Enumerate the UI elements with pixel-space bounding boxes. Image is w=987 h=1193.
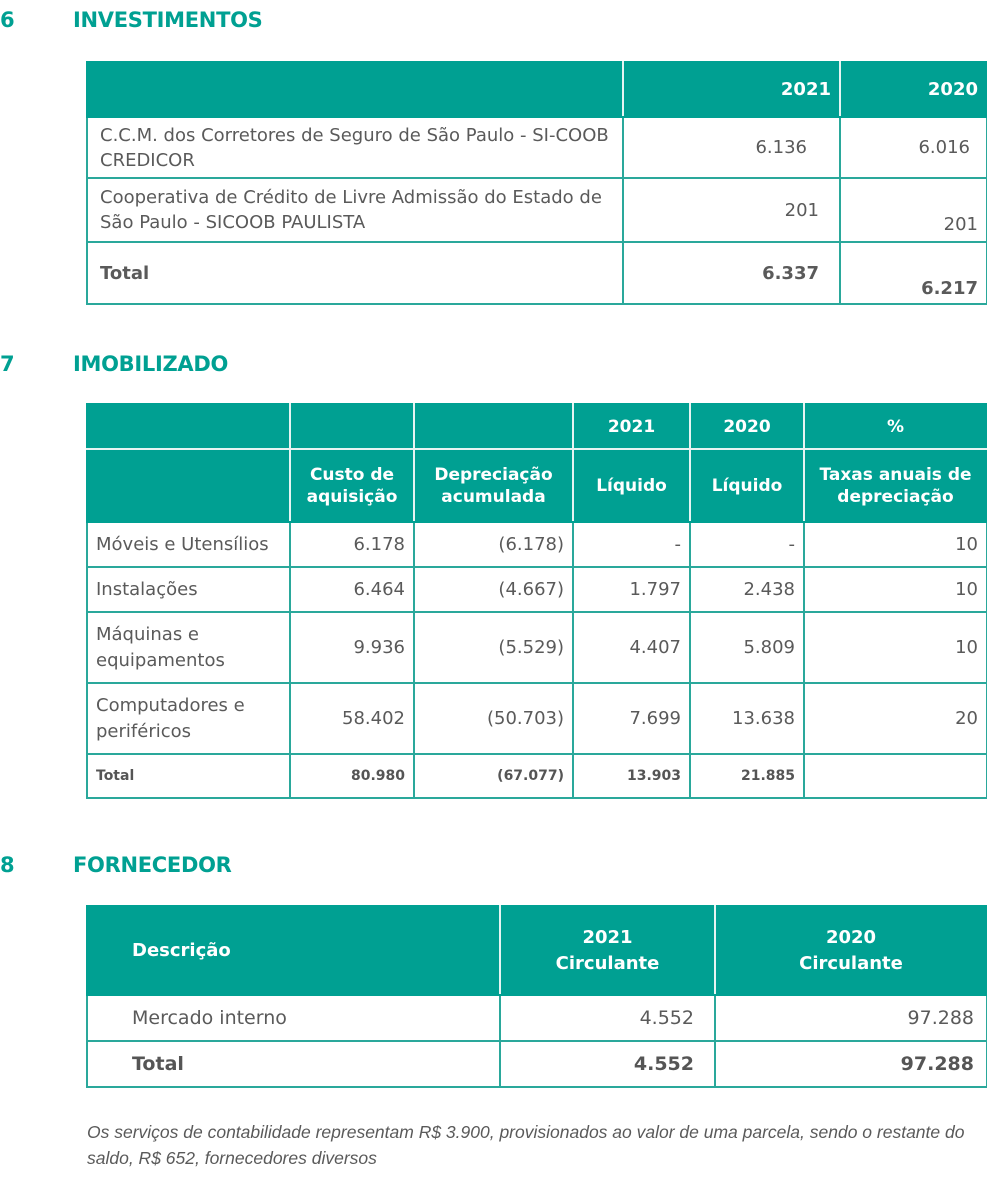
header-cell-2020: 2020 [689, 403, 805, 450]
taxa-value: 20 [803, 682, 987, 755]
custo-value: 58.402 [289, 682, 415, 755]
taxa-value: 10 [803, 566, 987, 613]
table-row: Instalações 6.464 (4.667) 1.797 2.438 10 [86, 566, 987, 613]
table-row: Mercado interno 4.552 97.288 [86, 994, 987, 1042]
imobilizado-table: 2021 2020 % Custo de aquisição Depreciaç… [86, 403, 987, 799]
year-label: 2021 [582, 926, 633, 948]
header-cell-percent: % [803, 403, 987, 450]
taxa-value: 10 [803, 521, 987, 568]
header-cell-2021: 2021 [572, 403, 691, 450]
custo-value: 9.936 [289, 611, 415, 684]
header-cell-2021: 2021 [622, 61, 841, 118]
section-number: 7 [0, 352, 15, 376]
custo-value: 6.178 [289, 521, 415, 568]
depreciacao-value: (6.178) [413, 521, 574, 568]
total-taxa [803, 753, 987, 799]
year-label: 2020 [825, 926, 877, 948]
row-label: C.C.M. dos Corretores de Seguro de São P… [86, 116, 624, 179]
row-label: Cooperativa de Crédito de Livre Admissão… [86, 177, 624, 243]
total-2020: 97.288 [714, 1040, 987, 1088]
row-label: Móveis e Utensílios [86, 521, 291, 568]
header-cell-2020: 2020 [839, 61, 987, 118]
table-row: Máquinas e equipamentos 9.936 (5.529) 4.… [86, 611, 987, 684]
total-row: Total 4.552 97.288 [86, 1040, 987, 1088]
total-label: Total [86, 1040, 501, 1088]
header-cell-custo: Custo de aquisição [289, 448, 415, 523]
taxa-value: 10 [803, 611, 987, 684]
row-label: Mercado interno [86, 994, 501, 1042]
section-title: IMOBILIZADO [73, 352, 229, 376]
circulante-label: Circulante [799, 952, 903, 974]
header-cell [86, 61, 624, 118]
header-cell [413, 403, 574, 450]
section-title: FORNECEDOR [73, 853, 232, 877]
liquido-2021-value: 7.699 [572, 682, 691, 755]
table-header-row: 2021 2020 % [86, 403, 987, 450]
header-cell [86, 403, 291, 450]
custo-value: 6.464 [289, 566, 415, 613]
table-row: C.C.M. dos Corretores de Seguro de São P… [86, 116, 987, 179]
total-2021: 6.337 [622, 241, 841, 305]
value-2020: 201 [839, 177, 987, 243]
liquido-2020-value: 2.438 [689, 566, 805, 613]
total-depreciacao: (67.077) [413, 753, 574, 799]
liquido-2020-value: 13.638 [689, 682, 805, 755]
value-2021: 4.552 [499, 994, 716, 1042]
total-row: Total 80.980 (67.077) 13.903 21.885 [86, 753, 987, 799]
fornecedor-table: Descrição 2021 Circulante 2020 Circulant… [86, 905, 987, 1088]
depreciacao-value: (4.667) [413, 566, 574, 613]
total-custo: 80.980 [289, 753, 415, 799]
value-2021: 6.136 [622, 116, 841, 179]
table-subheader-row: Custo de aquisição Depreciação acumulada… [86, 448, 987, 523]
header-cell [289, 403, 415, 450]
row-label: Máquinas e equipamentos [86, 611, 291, 684]
total-2021: 4.552 [499, 1040, 716, 1088]
total-liquido-2020: 21.885 [689, 753, 805, 799]
section-title: INVESTIMENTOS [73, 8, 263, 32]
row-label: Computadores e periféricos [86, 682, 291, 755]
investimentos-table: 2021 2020 C.C.M. dos Corretores de Segur… [86, 61, 987, 305]
table-row: Computadores e periféricos 58.402 (50.70… [86, 682, 987, 755]
circulante-label: Circulante [555, 952, 660, 974]
value-2021: 201 [622, 177, 841, 243]
depreciacao-value: (5.529) [413, 611, 574, 684]
liquido-2021-value: 4.407 [572, 611, 691, 684]
table-row: Cooperativa de Crédito de Livre Admissão… [86, 177, 987, 243]
total-label: Total [86, 753, 291, 799]
total-row: Total 6.337 6.217 [86, 241, 987, 305]
total-liquido-2021: 13.903 [572, 753, 691, 799]
header-cell-2020: 2020 Circulante [714, 905, 987, 996]
depreciacao-value: (50.703) [413, 682, 574, 755]
liquido-2021-value: - [572, 521, 691, 568]
table-header-row: Descrição 2021 Circulante 2020 Circulant… [86, 905, 987, 996]
header-cell-2021: 2021 Circulante [499, 905, 716, 996]
header-cell [86, 448, 291, 523]
header-cell-liquido-2021: Líquido [572, 448, 691, 523]
liquido-2020-value: 5.809 [689, 611, 805, 684]
value-2020: 97.288 [714, 994, 987, 1042]
table-header-row: 2021 2020 [86, 61, 987, 118]
table-row: Móveis e Utensílios 6.178 (6.178) - - 10 [86, 521, 987, 568]
row-label: Instalações [86, 566, 291, 613]
header-cell-taxas: Taxas anuais de depreciação [803, 448, 987, 523]
liquido-2020-value: - [689, 521, 805, 568]
header-cell-descricao: Descrição [86, 905, 501, 996]
footnote: Os serviços de contabilidade representam… [87, 1122, 965, 1168]
total-2020: 6.217 [839, 241, 987, 305]
liquido-2021-value: 1.797 [572, 566, 691, 613]
header-cell-liquido-2020: Líquido [689, 448, 805, 523]
header-cell-depreciacao: Depreciação acumulada [413, 448, 574, 523]
descricao-label: Descrição [132, 939, 231, 961]
value-2020: 6.016 [839, 116, 987, 179]
section-number: 6 [0, 8, 15, 32]
total-label: Total [86, 241, 624, 305]
section-number: 8 [0, 853, 15, 877]
